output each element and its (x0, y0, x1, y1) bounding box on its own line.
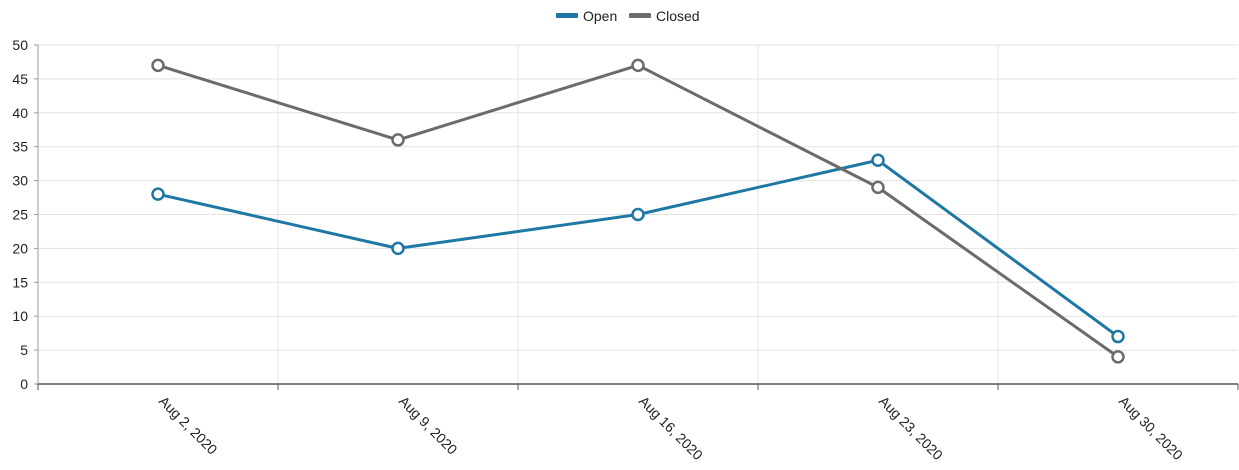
y-tick-label: 50 (12, 37, 28, 53)
data-point-closed (151, 58, 165, 73)
data-point-open (631, 207, 645, 222)
y-tick-label: 0 (20, 376, 28, 392)
data-point-open (1111, 329, 1125, 344)
legend-swatch (629, 13, 651, 18)
x-tick-label: Aug 30, 2020 (1116, 393, 1186, 463)
x-tick-label: Aug 2, 2020 (156, 393, 221, 458)
y-tick-label: 40 (12, 105, 28, 121)
x-tick-label: Aug 9, 2020 (396, 393, 461, 458)
y-tick-label: 30 (12, 173, 28, 189)
y-tick-label: 35 (12, 139, 28, 155)
data-point-open (151, 187, 165, 201)
y-tick-label: 25 (12, 207, 28, 223)
legend: Open Closed (556, 8, 700, 24)
legend-label: Closed (656, 8, 700, 24)
y-tick-label: 5 (20, 342, 28, 358)
data-point-closed (871, 180, 885, 195)
y-tick-label: 15 (12, 274, 28, 290)
data-point-open (391, 241, 405, 256)
data-point-open (871, 153, 885, 168)
data-point-closed (631, 58, 645, 73)
data-point-closed (391, 133, 405, 147)
series-open (151, 153, 1125, 344)
y-tick-label: 20 (12, 240, 28, 256)
legend-swatch (556, 13, 578, 18)
x-tick-label: Aug 16, 2020 (636, 393, 706, 463)
y-tick-label: 45 (12, 71, 28, 87)
axes: 0 5 10 15 20 25 30 35 40 45 50 Aug 2, 2020 Aug 9, 20… (12, 37, 1239, 463)
series (151, 58, 1125, 364)
x-tick-label: Aug 23, 2020 (876, 393, 946, 463)
legend-label: Open (583, 8, 617, 24)
legend-item-open: Open (556, 8, 617, 24)
legend-item-closed: Closed (629, 8, 700, 24)
data-point-closed (1111, 350, 1125, 364)
y-tick-label: 10 (12, 308, 28, 324)
series-closed (151, 58, 1125, 364)
